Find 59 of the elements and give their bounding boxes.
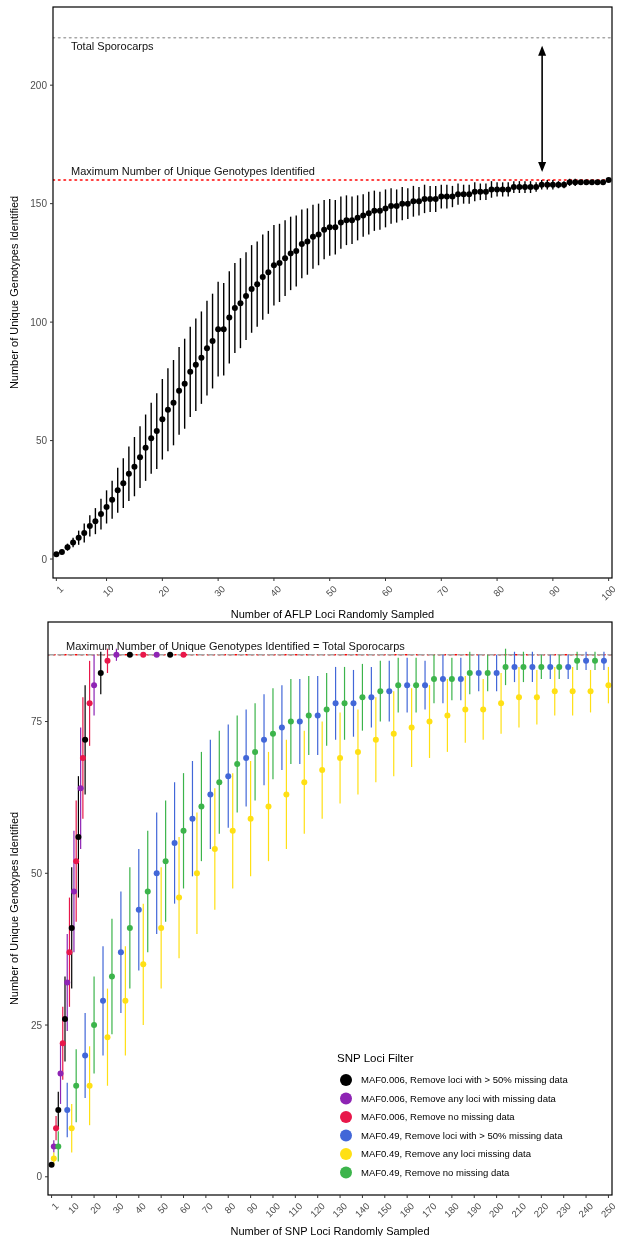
x-tick-label: 60 bbox=[379, 583, 395, 599]
x-tick-label: 130 bbox=[330, 1200, 350, 1220]
x-tick-label: 1 bbox=[49, 1200, 61, 1212]
x-tick-label: 70 bbox=[435, 583, 451, 599]
x-tick-label: 20 bbox=[87, 1200, 104, 1216]
x-tick-label: 140 bbox=[352, 1200, 372, 1220]
y-tick-label: 200 bbox=[30, 79, 48, 91]
y-tick-label: 75 bbox=[30, 716, 43, 728]
y-axis-title: Number of Unique Genotypes Identified bbox=[8, 811, 20, 1006]
x-tick-label: 50 bbox=[323, 583, 339, 599]
x-tick-label: 10 bbox=[100, 583, 116, 599]
x-tick-label: 210 bbox=[509, 1200, 529, 1220]
x-tick-label: 30 bbox=[110, 1200, 126, 1216]
x-tick-label: 120 bbox=[307, 1200, 327, 1220]
y-axis-title: Number of Unique Genotypes Identified bbox=[8, 195, 20, 390]
x-tick-label: 110 bbox=[285, 1200, 305, 1219]
ref-line-label: Maximum Number of Unique Genotypes Identified bbox=[71, 164, 315, 177]
legend-label: MAF0.006, Remove no missing data bbox=[361, 1111, 516, 1123]
legend-label: MAF0.006, Remove any loci with missing data bbox=[361, 1092, 557, 1104]
x-tick-label: 40 bbox=[132, 1200, 148, 1216]
x-tick-label: 50 bbox=[155, 1200, 171, 1216]
y-tick-label: 50 bbox=[30, 867, 43, 879]
x-tick-label: 70 bbox=[199, 1200, 215, 1216]
y-tick-label: 50 bbox=[35, 435, 48, 447]
x-tick-label: 100 bbox=[598, 583, 618, 603]
x-tick-label: 90 bbox=[546, 583, 562, 599]
x-tick-label: 220 bbox=[531, 1200, 551, 1220]
legend-label: MAF0.49, Remove loci with > 50% missing data bbox=[361, 1129, 564, 1141]
y-tick-label: 0 bbox=[41, 553, 48, 565]
x-tick-label: 40 bbox=[267, 583, 284, 599]
x-tick-label: 100 bbox=[263, 1200, 283, 1220]
legend-label: MAF0.006, Remove loci with > 50% missing data bbox=[361, 1074, 569, 1086]
x-axis-title: Number of AFLP Loci Randomly Sampled bbox=[230, 608, 435, 620]
x-tick-label: 150 bbox=[374, 1200, 394, 1220]
x-tick-label: 30 bbox=[211, 583, 228, 599]
y-tick-label: 100 bbox=[30, 316, 48, 328]
x-tick-label: 180 bbox=[442, 1200, 461, 1220]
x-tick-label: 90 bbox=[244, 1200, 260, 1216]
x-tick-label: 10 bbox=[65, 1200, 81, 1216]
ref-line-label: Total Sporocarps bbox=[71, 39, 155, 52]
x-tick-label: 160 bbox=[397, 1200, 417, 1220]
y-tick-label: 150 bbox=[30, 198, 48, 210]
ref-line-label: Maximum Number of Unique Genotypes Identified = Total Sporocarps bbox=[66, 639, 406, 652]
legend-label: MAF0.49, Remove any loci missing data bbox=[361, 1148, 532, 1160]
x-tick-label: 60 bbox=[177, 1200, 193, 1216]
x-tick-label: 80 bbox=[222, 1200, 238, 1216]
legend-title: SNP Loci Filter bbox=[337, 1052, 414, 1064]
x-tick-label: 240 bbox=[576, 1200, 596, 1220]
y-tick-label: 25 bbox=[30, 1019, 43, 1031]
x-tick-label: 200 bbox=[486, 1200, 506, 1220]
x-tick-label: 250 bbox=[598, 1200, 618, 1220]
legend-label: MAF0.49, Remove no missing data bbox=[361, 1166, 511, 1178]
x-tick-label: 190 bbox=[464, 1200, 484, 1220]
x-tick-label: 170 bbox=[419, 1200, 439, 1220]
y-tick-label: 0 bbox=[36, 1171, 43, 1183]
x-tick-label: 230 bbox=[553, 1200, 573, 1220]
x-tick-label: 80 bbox=[490, 583, 507, 599]
x-tick-label: 20 bbox=[156, 583, 172, 599]
x-tick-label: 1 bbox=[53, 583, 66, 595]
